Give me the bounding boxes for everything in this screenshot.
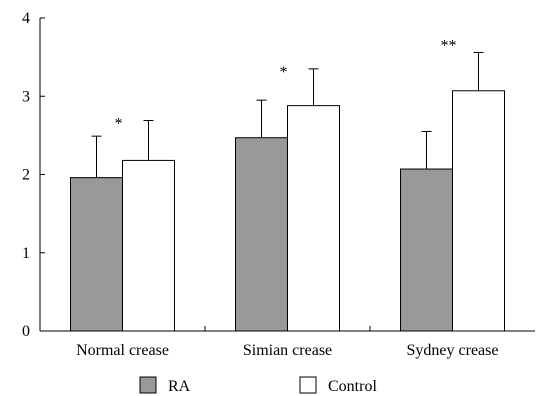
bar-ra-1 (70, 177, 123, 332)
legend-swatch-control (299, 376, 317, 394)
bar-ra-3 (400, 168, 453, 332)
axes: 0 1 2 3 4 Normal crease Simian crease Sydney cr… (22, 10, 535, 359)
x-category-label: Sydney crease (407, 342, 499, 359)
bar-control-2 (287, 105, 340, 332)
bars (70, 90, 505, 332)
significance-annotations: **** (115, 37, 457, 132)
legend-label-control: Control (328, 378, 377, 395)
bar-control-1 (122, 159, 175, 332)
y-tick-label: 0 (22, 323, 30, 340)
x-category-label: Normal crease (76, 342, 169, 359)
y-tick-label: 1 (22, 245, 30, 262)
legend-label-ra: RA (168, 378, 191, 395)
bar-ra-2 (235, 137, 288, 332)
significance-marker: * (115, 116, 123, 133)
error-bars (91, 51, 484, 178)
significance-marker: ** (441, 37, 457, 54)
y-tick-label: 2 (22, 167, 30, 184)
y-tick-label: 4 (22, 10, 30, 27)
significance-marker: * (280, 64, 288, 81)
legend-swatch-ra (139, 376, 157, 394)
bar-control-3 (452, 90, 505, 332)
y-tick-label: 3 (22, 88, 30, 105)
legend: RA Control (139, 376, 377, 395)
x-category-label: Simian crease (243, 342, 332, 359)
